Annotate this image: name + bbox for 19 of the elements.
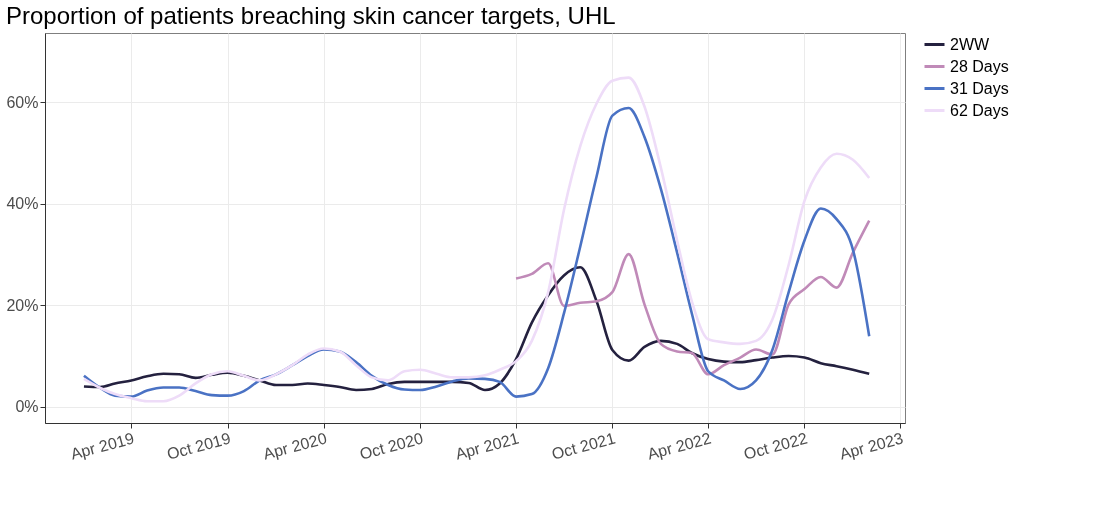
line-series (514, 219, 871, 376)
x-tick-label: Apr 2021 (453, 429, 521, 463)
x-tick-label: Apr 2023 (837, 429, 905, 463)
legend-label: 31 Days (950, 79, 1009, 97)
y-tick-label: 0% (15, 398, 39, 416)
x-tick-label: Oct 2020 (357, 429, 425, 463)
x-tick-label: Apr 2019 (68, 429, 137, 463)
x-tick-label: Oct 2021 (549, 429, 618, 463)
legend-label: 62 Days (950, 101, 1009, 119)
x-tick-label: Apr 2020 (261, 429, 329, 463)
x-tick-label: Apr 2022 (645, 429, 713, 463)
x-tick-label: Oct 2019 (165, 429, 233, 463)
legend-label: 28 Days (950, 57, 1009, 75)
y-tick-label: 40% (6, 195, 39, 213)
y-tick-label: 60% (6, 93, 39, 111)
legend-label: 2WW (950, 35, 990, 53)
x-tick-label: Oct 2022 (741, 429, 810, 463)
y-tick-label: 20% (6, 296, 39, 314)
chart-title: Proportion of patients breaching skin cancer targets, UHL (5, 2, 616, 29)
